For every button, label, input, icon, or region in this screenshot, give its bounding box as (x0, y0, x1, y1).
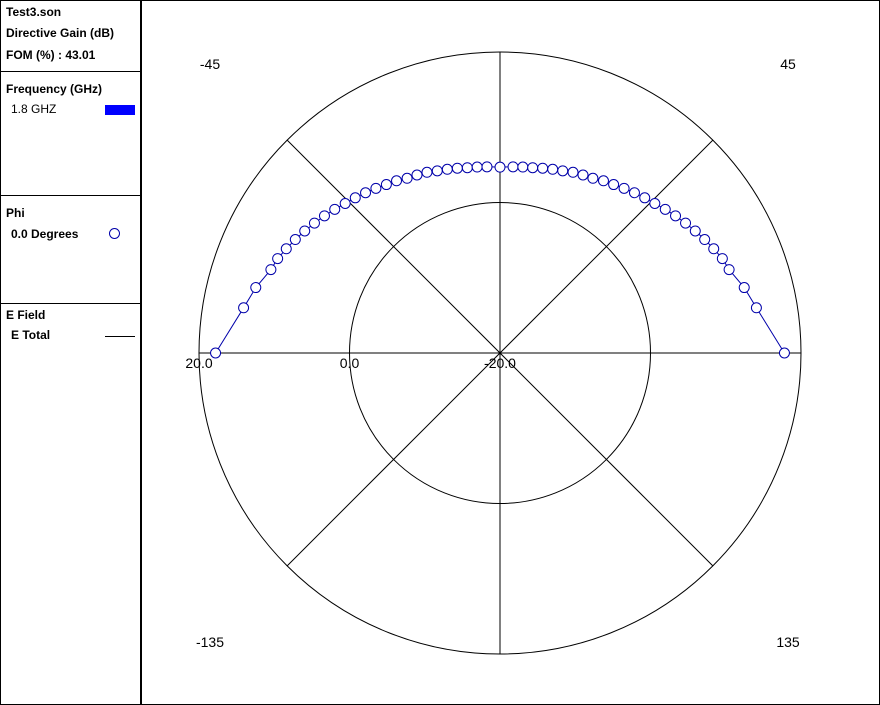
data-point (471, 161, 483, 173)
data-point (587, 172, 599, 184)
data-point (391, 175, 403, 187)
angle-label: 135 (776, 634, 800, 650)
series-e-total (210, 161, 790, 359)
line-style-swatch (105, 336, 135, 337)
quantity-label: Directive Gain (dB) (6, 26, 115, 40)
data-point (265, 264, 277, 276)
data-point (411, 169, 423, 181)
data-point (451, 162, 463, 174)
data-point (280, 243, 292, 255)
data-point (250, 282, 262, 294)
frequency-item: 1.8 GHZ (11, 102, 57, 116)
data-point (708, 243, 720, 255)
data-point (738, 282, 750, 294)
data-point (238, 302, 250, 314)
phi-section: Phi 0.0 Degrees (1, 196, 140, 304)
angle-label: -135 (196, 634, 224, 650)
radial-tick-label: -20.0 (484, 355, 516, 371)
data-point (370, 182, 382, 194)
frequency-color-swatch (105, 105, 135, 115)
data-point (481, 161, 493, 173)
data-point (577, 169, 589, 181)
data-point (778, 347, 790, 359)
data-point (547, 163, 559, 175)
data-point (628, 187, 640, 199)
radial-tick-label: 0.0 (340, 355, 360, 371)
phi-item: 0.0 Degrees (11, 227, 79, 241)
efield-item: E Total (11, 328, 51, 342)
data-point (380, 179, 392, 191)
data-point (716, 253, 728, 265)
data-point (360, 187, 372, 199)
frequency-section: Frequency (GHz) 1.8 GHZ (1, 72, 140, 196)
phi-header: Phi (6, 206, 25, 220)
data-point (723, 264, 735, 276)
data-point (608, 179, 620, 191)
angle-label: 45 (780, 56, 796, 72)
data-point (750, 302, 762, 314)
data-point (349, 192, 361, 204)
data-point (557, 165, 569, 177)
polar-labels: -45 45 -135 135 20.0 0.0 -20.0 (185, 56, 800, 650)
data-point (401, 172, 413, 184)
data-point (289, 234, 301, 246)
frequency-header: Frequency (GHz) (6, 82, 103, 96)
data-point (659, 203, 671, 215)
data-point (494, 161, 506, 173)
data-point (618, 182, 630, 194)
data-point (670, 210, 682, 222)
data-point (441, 163, 453, 175)
data-point (639, 192, 651, 204)
polar-grid (198, 51, 802, 655)
data-point (421, 166, 433, 178)
file-info-section: Test3.son Directive Gain (dB) FOM (%) : … (1, 1, 140, 72)
fom-label: FOM (%) : 43.01 (6, 48, 96, 62)
open-circle-marker-icon (109, 228, 120, 239)
data-point (272, 253, 284, 265)
radial-tick-label: 20.0 (185, 355, 212, 371)
data-point (299, 225, 311, 237)
efield-section: E Field E Total (1, 304, 140, 704)
spoke-135 (286, 139, 714, 567)
data-point (567, 166, 579, 178)
data-point (308, 217, 320, 229)
data-point (597, 175, 609, 187)
file-name: Test3.son (6, 5, 62, 19)
data-point (318, 210, 330, 222)
data-point (649, 197, 661, 209)
angle-label: -45 (200, 56, 220, 72)
efield-header: E Field (6, 308, 46, 322)
data-point (527, 162, 539, 174)
data-point (329, 203, 341, 215)
data-point (431, 165, 443, 177)
data-point (680, 217, 692, 229)
data-point (689, 225, 701, 237)
data-point (461, 162, 473, 174)
data-point (517, 161, 529, 173)
data-point (699, 234, 711, 246)
data-point (537, 162, 549, 174)
data-point (339, 197, 351, 209)
legend-panel: Test3.son Directive Gain (dB) FOM (%) : … (1, 1, 142, 704)
data-point (507, 161, 519, 173)
data-point (210, 347, 222, 359)
